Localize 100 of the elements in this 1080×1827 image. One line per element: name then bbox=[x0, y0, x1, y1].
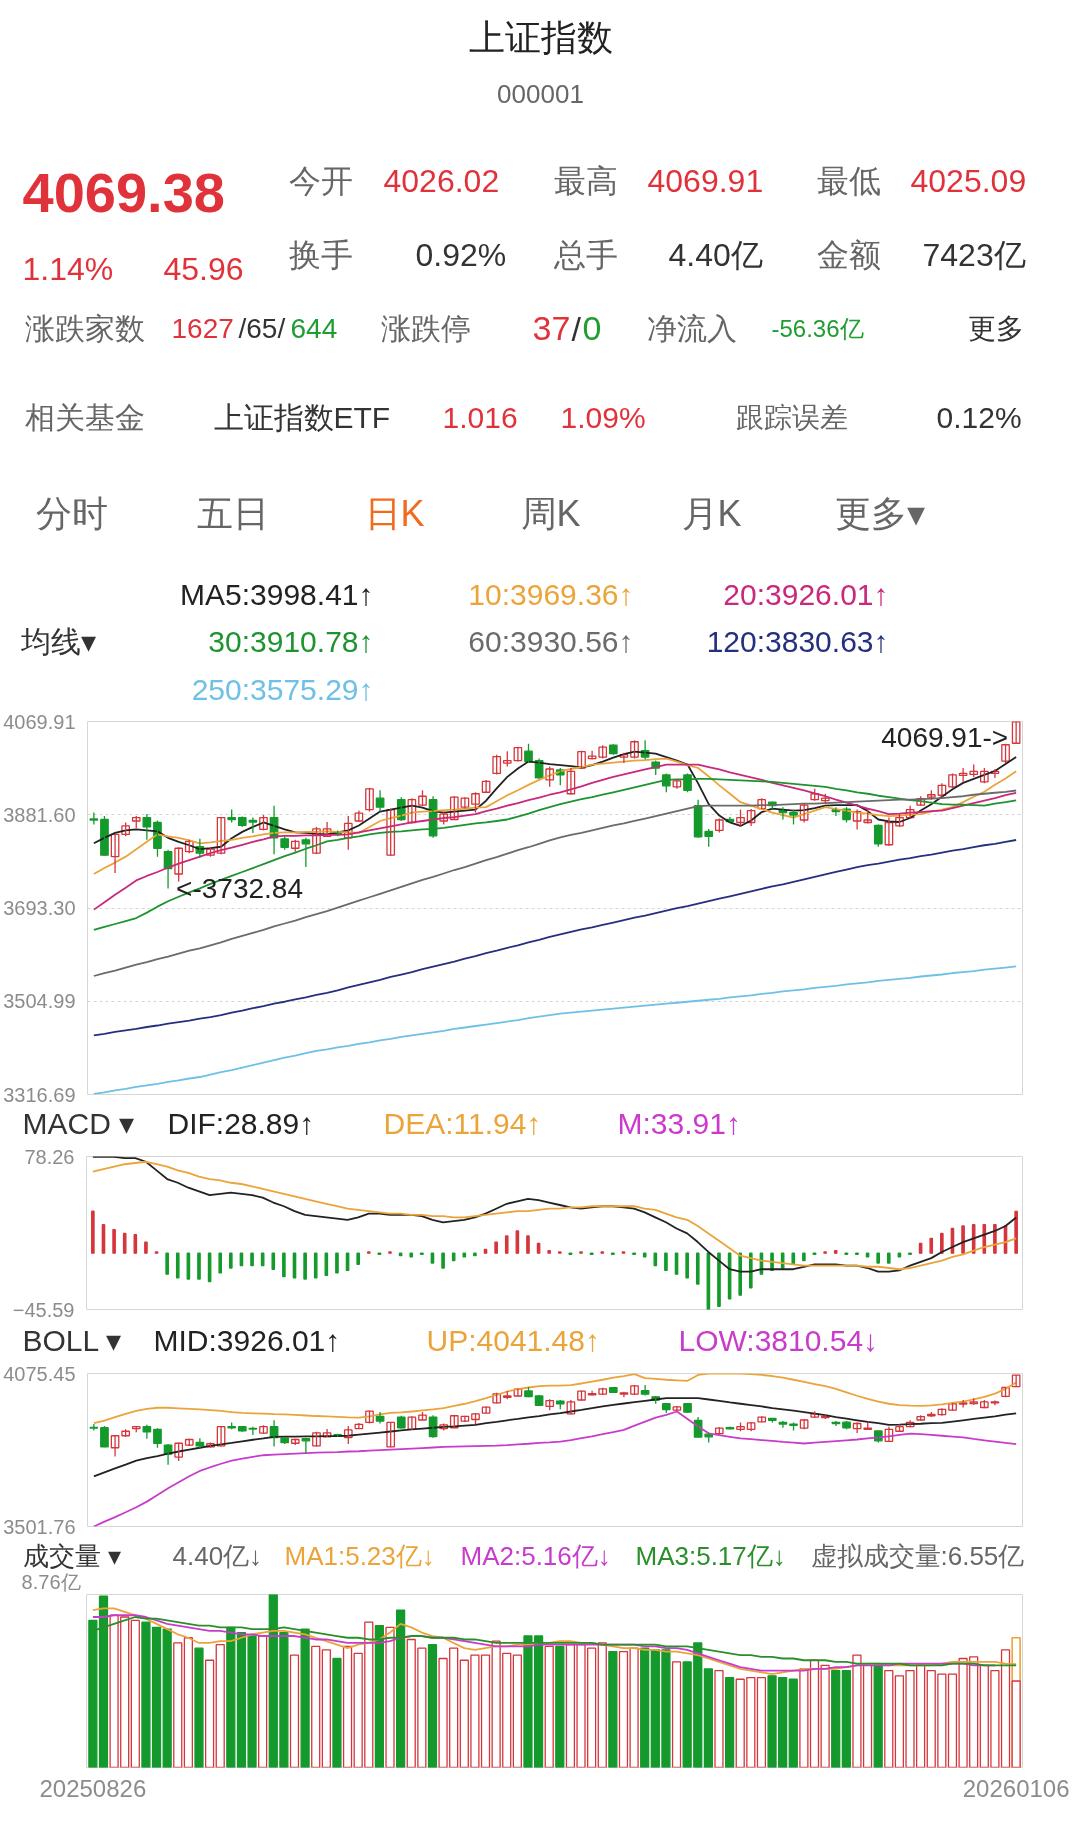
bar bbox=[788, 1678, 798, 1768]
bar bbox=[833, 1250, 838, 1254]
bar bbox=[289, 1654, 300, 1768]
text: 总手 bbox=[552, 236, 618, 273]
bar bbox=[91, 1210, 95, 1254]
bar bbox=[473, 1252, 477, 1257]
bar bbox=[112, 1229, 116, 1254]
bar bbox=[940, 1232, 944, 1254]
text: 分时 bbox=[35, 493, 108, 534]
text: 换手 bbox=[288, 236, 353, 273]
annotation: 4069.91-> bbox=[881, 721, 1009, 753]
bar bbox=[395, 1609, 406, 1768]
line-series bbox=[92, 1397, 1018, 1478]
text: 涨跌家数 bbox=[24, 312, 145, 345]
bar bbox=[321, 1649, 331, 1768]
line-series bbox=[92, 757, 1018, 875]
candlestick bbox=[587, 1390, 597, 1397]
y-tick-label: 3881.60 bbox=[3, 803, 76, 826]
chart-title: MACD ▾ bbox=[22, 1107, 135, 1140]
text: 跟踪误差 bbox=[735, 402, 848, 433]
text: M:33.91↑ bbox=[617, 1107, 741, 1140]
bar bbox=[886, 1252, 891, 1264]
text: 37 bbox=[532, 309, 571, 347]
text: 更多▾ bbox=[834, 493, 925, 534]
bar bbox=[791, 1252, 796, 1265]
bar bbox=[1011, 1680, 1021, 1768]
bar bbox=[441, 1252, 445, 1269]
candlestick bbox=[365, 787, 374, 813]
bar bbox=[175, 1252, 180, 1279]
text: MA3:5.17亿↓ bbox=[635, 1540, 786, 1571]
text: 1.09% bbox=[560, 401, 646, 434]
text: 今开 bbox=[288, 162, 353, 199]
text: 30:3910.78↑ bbox=[208, 625, 374, 658]
bar bbox=[88, 1619, 98, 1768]
bar bbox=[544, 1645, 554, 1768]
candlestick bbox=[1011, 1374, 1021, 1388]
text: 4.40亿↓ bbox=[172, 1540, 263, 1571]
candlestick bbox=[873, 823, 883, 848]
candlestick bbox=[990, 1399, 1000, 1407]
bar bbox=[427, 1644, 438, 1768]
text: 日K bbox=[364, 493, 425, 534]
bar bbox=[494, 1241, 498, 1254]
series-label: DIF:28.89↑ bbox=[167, 1107, 315, 1140]
bar bbox=[271, 1252, 276, 1270]
y-tick-label: 3693.30 bbox=[3, 897, 76, 919]
bar bbox=[547, 1250, 552, 1254]
bar bbox=[332, 1657, 342, 1768]
text: 净流入 bbox=[646, 312, 737, 345]
bar bbox=[183, 1637, 194, 1768]
text: 上证指数 bbox=[468, 17, 613, 58]
candlestick bbox=[89, 811, 99, 826]
bar bbox=[451, 1252, 456, 1262]
bar bbox=[555, 1645, 565, 1768]
candlestick bbox=[471, 791, 480, 814]
chart-title: 成交量 ▾ bbox=[22, 1540, 121, 1571]
bar bbox=[717, 1252, 721, 1307]
line-series bbox=[92, 1410, 1018, 1527]
bar bbox=[876, 1252, 880, 1264]
bar bbox=[671, 1661, 682, 1768]
bar bbox=[504, 1235, 509, 1254]
bar bbox=[929, 1237, 934, 1254]
y-tick-label: 3501.76 bbox=[3, 1515, 76, 1538]
bar bbox=[356, 1252, 360, 1265]
bar bbox=[385, 1626, 395, 1768]
text: 最高 bbox=[553, 162, 618, 199]
series-label: UP:4041.48↑ bbox=[426, 1324, 600, 1357]
candlestick bbox=[492, 753, 502, 776]
candlestick bbox=[153, 1427, 162, 1449]
bar bbox=[873, 1664, 883, 1768]
bar bbox=[802, 1252, 806, 1262]
bar bbox=[738, 1252, 743, 1296]
text: MA2:5.16亿↓ bbox=[460, 1540, 611, 1571]
bar bbox=[165, 1252, 169, 1275]
text: 1627 bbox=[171, 313, 234, 344]
bar bbox=[300, 1628, 310, 1768]
bar bbox=[884, 1669, 894, 1768]
bar bbox=[258, 1635, 268, 1768]
bar bbox=[841, 1669, 851, 1768]
text: 0 bbox=[582, 309, 602, 347]
bar bbox=[756, 1676, 767, 1768]
y-tick-label: 4069.91 bbox=[3, 710, 76, 733]
bar bbox=[229, 1252, 233, 1269]
line-series bbox=[92, 763, 1018, 911]
text: 五日 bbox=[196, 493, 269, 534]
bar bbox=[685, 1252, 689, 1279]
text: -56.36亿 bbox=[771, 315, 864, 342]
text: 120:3830.63↑ bbox=[706, 625, 889, 658]
text: 0.12% bbox=[936, 401, 1022, 434]
bar bbox=[313, 1252, 318, 1279]
bar bbox=[282, 1252, 286, 1278]
text: 月K bbox=[681, 493, 742, 534]
bar bbox=[194, 1647, 204, 1768]
line-series bbox=[92, 965, 1018, 1095]
text: 1.14% bbox=[22, 250, 114, 287]
text: 4025.09 bbox=[910, 162, 1027, 199]
bar bbox=[144, 1241, 148, 1254]
bar bbox=[640, 1647, 650, 1768]
y-tick-label: 4075.45 bbox=[3, 1362, 76, 1385]
bar bbox=[218, 1252, 223, 1274]
bar bbox=[122, 1232, 127, 1254]
